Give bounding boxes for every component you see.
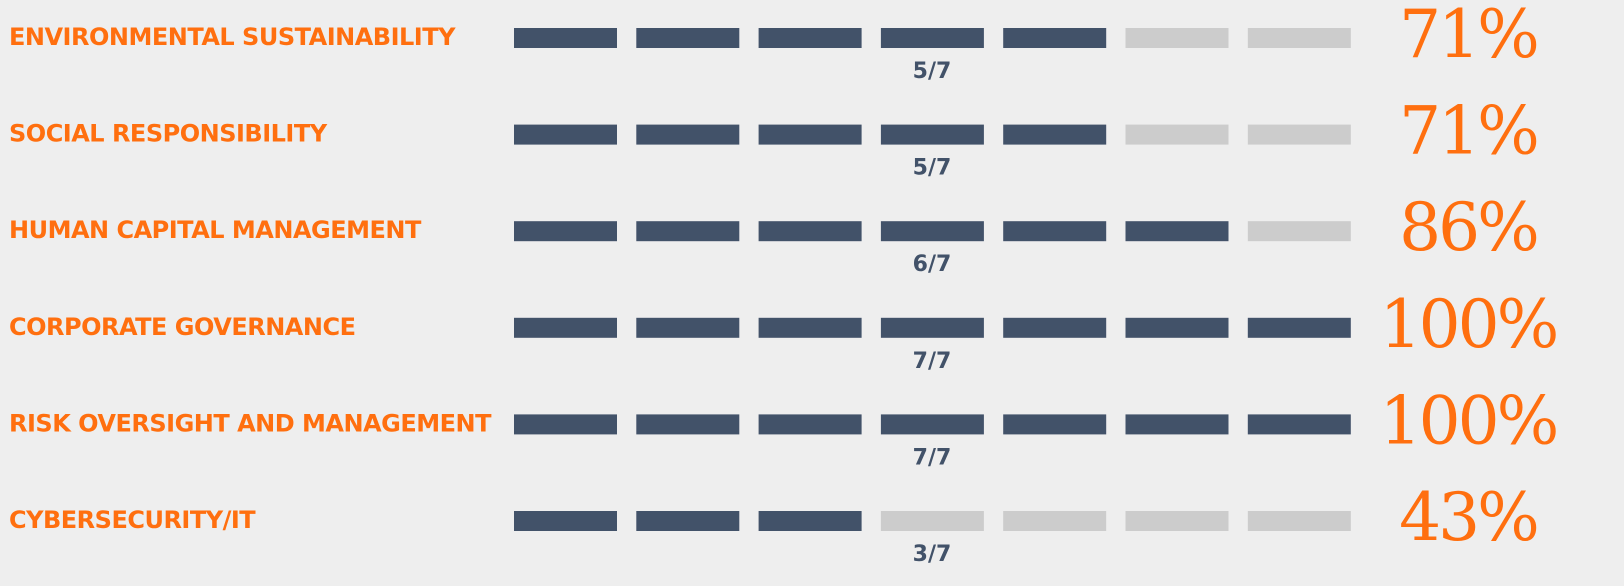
filled-segment [514, 414, 617, 435]
percent-label: 100% [1380, 382, 1557, 459]
filled-segment [880, 221, 984, 242]
empty-segment [1003, 511, 1107, 531]
score-label: 5/7 [913, 59, 952, 84]
filled-segment [758, 221, 862, 242]
filled-segment [636, 28, 740, 48]
filled-segment [636, 511, 740, 531]
filled-segment [514, 511, 617, 531]
filled-segment [1003, 124, 1107, 145]
category-label: HUMAN CAPITAL MANAGEMENT [9, 216, 422, 244]
filled-segment [1247, 317, 1351, 338]
filled-segment [880, 28, 984, 48]
percent-label: 71% [1399, 93, 1537, 170]
filled-segment [758, 414, 862, 435]
empty-segment [1247, 221, 1351, 242]
empty-segment [1125, 124, 1229, 145]
filled-segment [636, 414, 740, 435]
filled-segment [880, 124, 984, 145]
percent-label: 86% [1399, 189, 1537, 266]
filled-segment [880, 414, 984, 435]
empty-segment [1247, 511, 1351, 531]
percent-label: 43% [1399, 479, 1537, 556]
filled-segment [514, 124, 617, 145]
score-label: 7/7 [913, 445, 952, 470]
filled-segment [514, 317, 617, 338]
filled-segment [636, 124, 740, 145]
empty-segment [1247, 124, 1351, 145]
filled-segment [880, 317, 984, 338]
filled-segment [758, 124, 862, 145]
score-label: 3/7 [913, 542, 952, 567]
percent-label: 100% [1380, 286, 1557, 363]
score-label: 5/7 [913, 156, 952, 181]
filled-segment [758, 317, 862, 338]
category-label: ENVIRONMENTAL SUSTAINABILITY [9, 23, 456, 51]
empty-segment [1125, 28, 1229, 48]
filled-segment [636, 221, 740, 242]
percent-label: 71% [1399, 0, 1537, 73]
category-label: RISK OVERSIGHT AND MANAGEMENT [9, 409, 492, 437]
category-label: CORPORATE GOVERNANCE [9, 313, 355, 341]
filled-segment [1003, 414, 1107, 435]
filled-segment [758, 28, 862, 48]
empty-segment [1125, 511, 1229, 531]
filled-segment [758, 511, 862, 531]
filled-segment [1125, 221, 1229, 242]
filled-segment [514, 28, 617, 48]
filled-segment [1003, 28, 1107, 48]
category-label: CYBERSECURITY/IT [9, 506, 256, 534]
category-label: SOCIAL RESPONSIBILITY [9, 120, 328, 148]
empty-segment [1247, 28, 1351, 48]
filled-segment [636, 317, 740, 338]
filled-segment [1003, 317, 1107, 338]
filled-segment [1125, 414, 1229, 435]
filled-segment [1247, 414, 1351, 435]
empty-segment [880, 511, 984, 531]
score-label: 6/7 [913, 252, 952, 277]
score-label: 7/7 [913, 349, 952, 374]
filled-segment [1003, 221, 1107, 242]
filled-segment [514, 221, 617, 242]
filled-segment [1125, 317, 1229, 338]
